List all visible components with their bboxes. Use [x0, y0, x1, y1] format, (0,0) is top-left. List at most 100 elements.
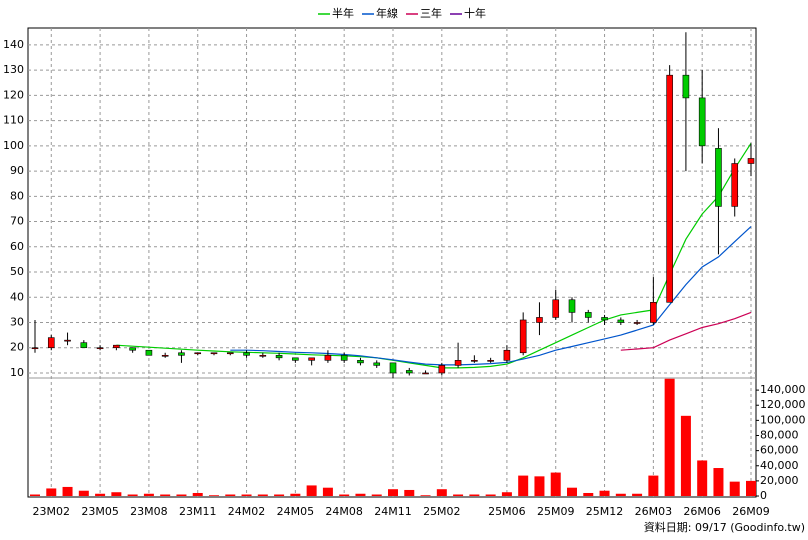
y-tick-label: 140 [3, 38, 24, 51]
volume-bar [257, 494, 268, 497]
y-tick-label: 70 [10, 215, 24, 228]
y2-tick-label: 80,000 [760, 428, 799, 441]
candle-body [292, 357, 299, 361]
volume-bar [209, 495, 219, 497]
y2-tick-label: 40,000 [760, 459, 799, 472]
x-tick-label: 25M02 [423, 505, 461, 518]
volume-bar [339, 494, 350, 497]
volume-bar [160, 494, 171, 497]
volume-bar [697, 460, 708, 497]
candle-body [210, 352, 218, 355]
candle-body [487, 360, 494, 362]
y-tick-label: 20 [10, 341, 24, 354]
volume-bar [371, 494, 382, 497]
legend-label: 年線 [376, 6, 398, 20]
candle-body [308, 357, 315, 361]
candle-body [617, 319, 625, 323]
volume-bar [746, 480, 756, 497]
x-tick-label: 23M08 [130, 505, 168, 518]
x-tick-label: 24M11 [374, 505, 412, 518]
y2-tick-label: 60,000 [760, 444, 799, 457]
volume-bar [241, 494, 252, 497]
volume-bar [680, 415, 691, 497]
x-tick-label: 25M09 [537, 505, 575, 518]
x-tick-label: 26M09 [732, 505, 770, 518]
candle-body [113, 344, 120, 349]
y-tick-label: 10 [10, 366, 24, 379]
volume-bar [713, 468, 724, 497]
candle-body [715, 148, 722, 207]
volume-bar [648, 475, 659, 497]
y2-tick-label: 120,000 [760, 398, 806, 411]
x-tick-label: 23M11 [179, 505, 217, 518]
candle-body [731, 163, 739, 207]
y-tick-label: 40 [10, 290, 24, 303]
candle-body [389, 362, 397, 374]
candle-body [650, 301, 657, 323]
volume-bar [225, 494, 236, 497]
candle-body [682, 74, 690, 99]
volume-bar [322, 487, 333, 497]
volume-bar [388, 489, 398, 497]
candle-body [161, 354, 169, 357]
candle-body [324, 354, 332, 361]
volume-bar [485, 494, 496, 497]
candle-body [243, 352, 250, 356]
candle-body [80, 342, 88, 349]
candle-body [747, 158, 755, 164]
volume-bar [143, 493, 154, 497]
candle-body [568, 299, 576, 313]
x-tick-label: 23M05 [81, 505, 119, 518]
volume-bar [453, 494, 464, 497]
volume-bar [469, 494, 480, 497]
candle-body [96, 347, 104, 350]
volume-bar [518, 475, 529, 497]
y2-tick-label: 140,000 [760, 383, 806, 396]
x-tick-label: 26M03 [635, 505, 673, 518]
volume-bar [95, 493, 106, 497]
y-tick-label: 50 [10, 265, 24, 278]
legend-label: 三年 [420, 6, 442, 20]
volume-bar [404, 489, 415, 497]
x-tick-label: 26M06 [683, 505, 721, 518]
candle-body [405, 370, 413, 374]
volume-bar [729, 481, 740, 497]
candle-body [666, 74, 673, 303]
legend-label: 半年 [332, 6, 354, 20]
volume-bar [274, 494, 285, 497]
candle-body [226, 352, 234, 355]
candle-body [373, 362, 381, 366]
candle-body [438, 365, 446, 374]
ma-line [116, 142, 752, 369]
volume-bar [501, 492, 512, 497]
y-tick-label: 80 [10, 189, 24, 202]
y-tick-label: 100 [3, 139, 24, 152]
candle-body [471, 360, 478, 362]
ma-line [230, 226, 752, 366]
volume-bar [192, 492, 203, 497]
candle-body [584, 312, 592, 318]
candle-body [340, 354, 348, 361]
candle-body [64, 339, 71, 342]
volume-bar [599, 490, 610, 497]
candle-body [633, 322, 641, 324]
y-tick-label: 120 [3, 88, 24, 101]
volume-bar [534, 476, 545, 497]
candle-body [503, 349, 511, 361]
volume-bar [583, 492, 594, 497]
candle-body [259, 354, 267, 357]
volume-bar [306, 485, 317, 497]
candle-body [47, 337, 55, 349]
volume-bar [290, 493, 301, 497]
volume-bar [567, 487, 577, 497]
candle-body [536, 317, 543, 323]
volume-bar [615, 493, 626, 497]
candle-body [357, 360, 364, 364]
volume-bar [78, 490, 89, 497]
volume-bar [550, 472, 561, 497]
plot-frame [27, 27, 757, 498]
candle-body [552, 299, 560, 318]
x-tick-label: 25M06 [488, 505, 526, 518]
candle-body [178, 352, 185, 356]
